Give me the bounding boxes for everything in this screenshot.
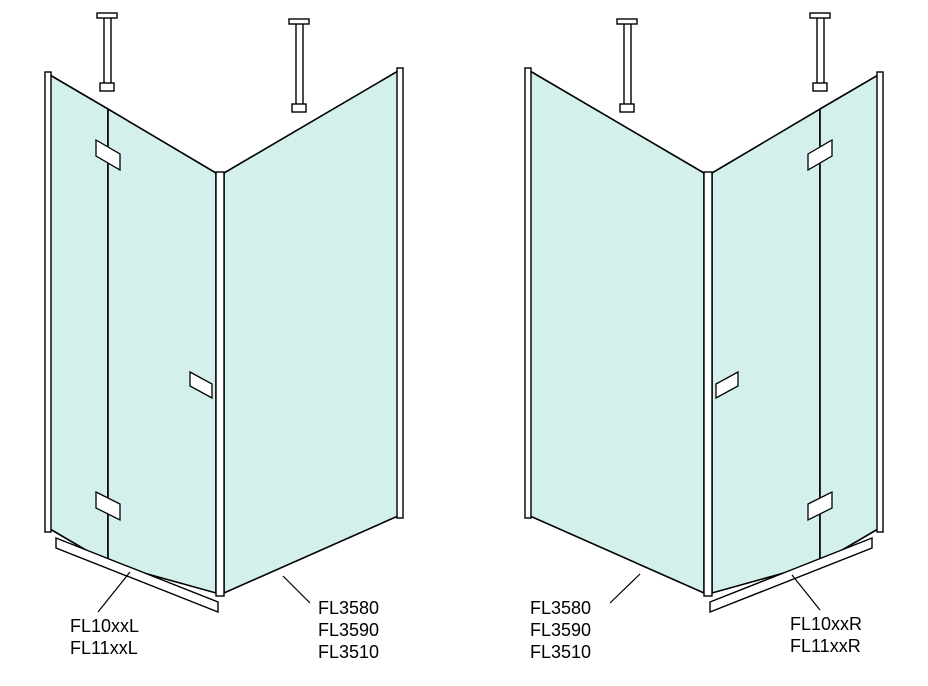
- label-right-panel-3: FL3510: [530, 642, 591, 662]
- label-right-panel-2: FL3590: [530, 620, 591, 640]
- label-right-panel-1: FL3580: [530, 598, 591, 618]
- left-unit-side-panel: [224, 71, 398, 593]
- left-unit-brace-2: [289, 19, 309, 112]
- label-left-panel-2: FL3590: [318, 620, 379, 640]
- right-unit-side-panel: [530, 71, 704, 593]
- right-unit-corner-post: [704, 172, 712, 596]
- left-unit-brace-1: [97, 13, 117, 91]
- right-unit-door-panel: [712, 109, 820, 593]
- left-unit-edge-right: [397, 68, 403, 518]
- leader-right-panel: [610, 574, 640, 603]
- right-unit-brace-1: [617, 19, 637, 112]
- label-left-panel-1: FL3580: [318, 598, 379, 618]
- right-unit-brace-2: [810, 13, 830, 91]
- leader-right-door: [792, 575, 820, 610]
- left-unit-wall-profile-left: [45, 72, 51, 532]
- diagram-canvas: FL10xxL FL11xxL FL3580 FL3590 FL3510: [0, 0, 928, 686]
- label-left-panel-3: FL3510: [318, 642, 379, 662]
- label-left-door-2: FL11xxL: [70, 638, 138, 658]
- label-right-door-2: FL11xxR: [790, 636, 861, 656]
- label-left-door-1: FL10xxL: [70, 616, 139, 636]
- right-unit-edge-left: [525, 68, 531, 518]
- leader-left-panel: [283, 576, 310, 603]
- leader-left-door: [98, 572, 130, 612]
- left-unit-corner-post: [216, 172, 224, 596]
- label-right-door-1: FL10xxR: [790, 614, 862, 634]
- left-unit-door-panel: [108, 109, 216, 593]
- right-unit-wall-profile-right: [877, 72, 883, 532]
